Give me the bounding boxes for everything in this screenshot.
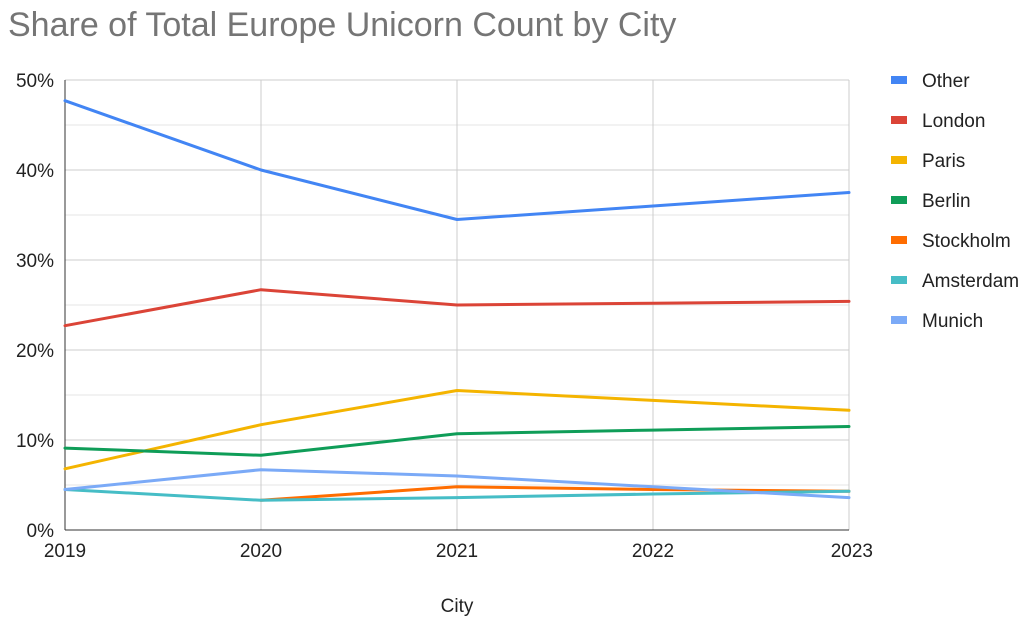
legend-swatch-other: [891, 76, 907, 84]
x-tick-label: 2021: [436, 541, 478, 562]
x-tick-label: 2020: [240, 541, 282, 562]
y-tick-label: 20%: [16, 341, 54, 362]
chart-title: Share of Total Europe Unicorn Count by C…: [8, 6, 677, 44]
x-axis-title: City: [441, 596, 474, 617]
legend-label-munich: Munich: [922, 311, 983, 332]
legend-label-other: Other: [922, 71, 970, 92]
legend: Other London Paris Berlin Stockholm Amsterdam…: [891, 71, 1019, 332]
legend-label-berlin: Berlin: [922, 191, 971, 212]
y-tick-label: 40%: [16, 161, 54, 182]
y-tick-label: 50%: [16, 71, 54, 92]
x-tick-labels: 2019 2020 2021 2022 2023: [44, 541, 873, 562]
legend-swatch-amsterdam: [891, 276, 907, 284]
y-tick-labels: 0% 10% 20% 30% 40% 50%: [16, 71, 54, 542]
y-tick-label: 0%: [27, 521, 55, 542]
series-line-paris: [63, 389, 851, 471]
y-tick-label: 10%: [16, 431, 54, 452]
series-line-stockholm: [259, 485, 851, 502]
legend-swatch-berlin: [891, 196, 907, 204]
series-line-other: [63, 99, 851, 221]
legend-swatch-paris: [891, 156, 907, 164]
y-tick-label: 30%: [16, 251, 54, 272]
x-tick-label: 2022: [632, 541, 674, 562]
series-lines: [63, 99, 851, 502]
x-tick-label: 2023: [831, 541, 873, 562]
series-line-amsterdam: [63, 488, 851, 502]
legend-swatch-stockholm: [891, 236, 907, 244]
legend-label-stockholm: Stockholm: [922, 231, 1011, 252]
series-line-london: [63, 288, 851, 328]
series-line-berlin: [63, 425, 851, 457]
legend-label-paris: Paris: [922, 151, 965, 172]
x-tick-label: 2019: [44, 541, 86, 562]
legend-label-london: London: [922, 111, 985, 132]
legend-swatch-london: [891, 116, 907, 124]
legend-label-amsterdam: Amsterdam: [922, 271, 1019, 292]
legend-swatch-munich: [891, 316, 907, 324]
series-line-munich: [63, 468, 851, 500]
axes: [64, 80, 849, 531]
